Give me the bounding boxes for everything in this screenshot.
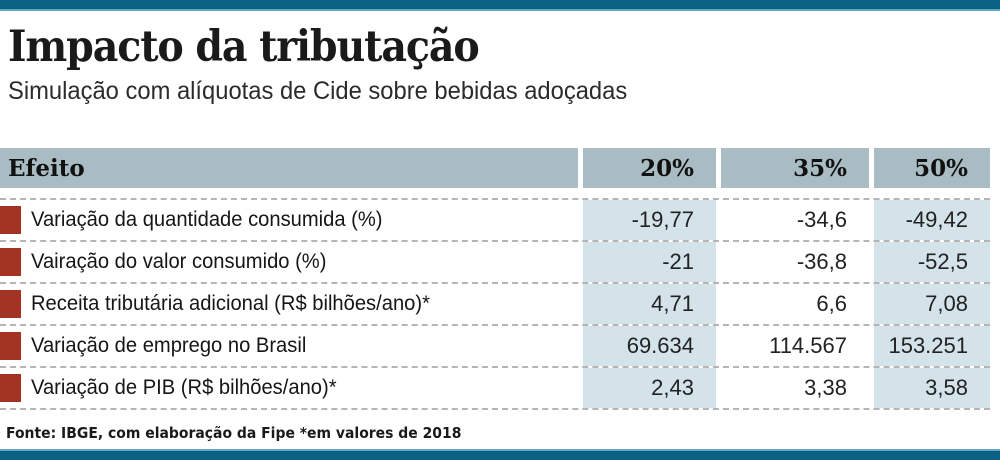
cell-20: -21 bbox=[583, 242, 716, 282]
row-label-text: Vairação do valor consumido (%) bbox=[31, 250, 327, 273]
row-label-text: Receita tributária adicional (R$ bilhões… bbox=[31, 292, 430, 315]
table-row: Variação da quantidade consumida (%) -19… bbox=[0, 198, 990, 240]
column-header-effect: Efeito bbox=[0, 148, 578, 188]
top-accent-rule bbox=[0, 0, 1000, 9]
column-header-50: 50% bbox=[874, 148, 990, 188]
data-table: Efeito 20% 35% 50% Variação da quantidad… bbox=[0, 148, 990, 410]
cell-35: -34,6 bbox=[721, 200, 869, 240]
table-header-row: Efeito 20% 35% 50% bbox=[0, 148, 990, 188]
table-body: Variação da quantidade consumida (%) -19… bbox=[0, 198, 990, 410]
cell-20: 2,43 bbox=[583, 368, 716, 408]
cell-50: -49,42 bbox=[874, 200, 990, 240]
cell-50: -52,5 bbox=[874, 242, 990, 282]
table-row: Variação de emprego no Brasil 69.634 114… bbox=[0, 324, 990, 366]
source-note: Fonte: IBGE, com elaboração da Fipe *em … bbox=[6, 424, 462, 442]
cell-20: 4,71 bbox=[583, 284, 716, 324]
cell-35: -36,8 bbox=[721, 242, 869, 282]
bottom-accent-rule bbox=[0, 451, 1000, 460]
row-label: Vairação do valor consumido (%) bbox=[21, 242, 578, 282]
title-block: Impacto da tributação Simulação com alíq… bbox=[8, 24, 988, 106]
row-label: Variação de PIB (R$ bilhões/ano)* bbox=[21, 368, 578, 408]
table-row: Variação de PIB (R$ bilhões/ano)* 2,43 3… bbox=[0, 366, 990, 410]
row-marker-icon bbox=[0, 374, 21, 402]
row-label: Variação de emprego no Brasil bbox=[21, 326, 578, 366]
page-title: Impacto da tributação bbox=[8, 22, 480, 72]
page-subtitle: Simulação com alíquotas de Cide sobre be… bbox=[8, 77, 628, 105]
cell-50: 153.251 bbox=[874, 326, 990, 366]
cell-20: 69.634 bbox=[583, 326, 716, 366]
row-marker-icon bbox=[0, 290, 21, 318]
cell-50: 3,58 bbox=[874, 368, 990, 408]
row-label-text: Variação de emprego no Brasil bbox=[31, 334, 307, 357]
column-header-20: 20% bbox=[583, 148, 716, 188]
row-marker-icon bbox=[0, 332, 21, 360]
row-label-text: Variação de PIB (R$ bilhões/ano)* bbox=[31, 376, 337, 399]
row-marker-icon bbox=[0, 248, 21, 276]
top-accent-rule-light bbox=[0, 9, 1000, 11]
cell-35: 6,6 bbox=[721, 284, 869, 324]
cell-35: 114.567 bbox=[721, 326, 869, 366]
row-label: Variação da quantidade consumida (%) bbox=[21, 200, 578, 240]
cell-50: 7,08 bbox=[874, 284, 990, 324]
cell-35: 3,38 bbox=[721, 368, 869, 408]
row-label: Receita tributária adicional (R$ bilhões… bbox=[21, 284, 578, 324]
column-header-35: 35% bbox=[721, 148, 869, 188]
table-row: Vairação do valor consumido (%) -21 -36,… bbox=[0, 240, 990, 282]
cell-20: -19,77 bbox=[583, 200, 716, 240]
row-label-text: Variação da quantidade consumida (%) bbox=[31, 208, 383, 231]
bottom-accent-rule-light bbox=[0, 449, 1000, 451]
table-row: Receita tributária adicional (R$ bilhões… bbox=[0, 282, 990, 324]
row-marker-icon bbox=[0, 206, 21, 234]
